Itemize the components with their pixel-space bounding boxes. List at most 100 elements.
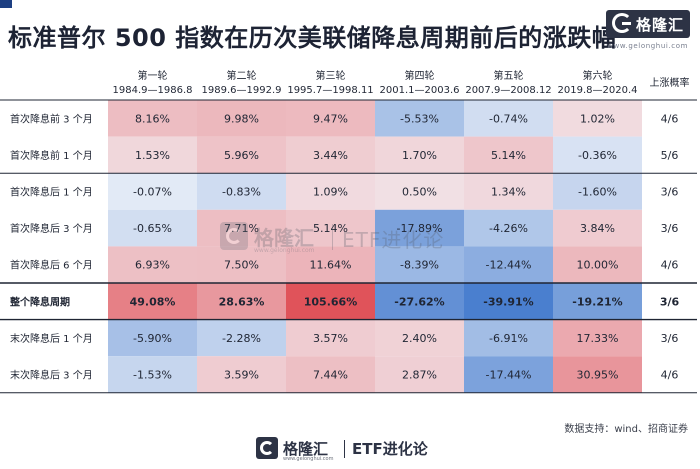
probability-value: 4/6 <box>661 259 679 272</box>
brand-g-icon <box>612 13 632 33</box>
heat-cell <box>286 173 375 210</box>
page-title: 标准普尔 500 指数在历次美联储降息周期前后的涨跌幅 <box>8 24 617 52</box>
cell-value-label: -0.83% <box>222 186 261 199</box>
cell-value-label: 49.08% <box>130 295 176 308</box>
cell-value-label: -4.26% <box>489 222 528 235</box>
cell-value-label: -19.21% <box>572 295 622 308</box>
cell-value-label: 0.50% <box>402 186 437 199</box>
heat-cell <box>553 356 642 393</box>
cell-value-label: 7.44% <box>313 369 348 382</box>
heat-cell <box>464 356 553 393</box>
cell-value-label: 9.47% <box>313 112 348 125</box>
heat-cell <box>375 136 464 174</box>
row-label: 末次降息后 1 个月 <box>10 332 93 345</box>
heat-cell <box>553 136 642 174</box>
heat-cell <box>286 136 375 174</box>
returns-table: 第一轮 1984.9—1986.8 第二轮 1989.6—1992.9 第三轮 1995.… <box>0 69 697 394</box>
heat-cell <box>464 136 553 174</box>
heat-cell <box>375 209 464 247</box>
probability-value: 4/6 <box>661 369 679 382</box>
cell-value-label: -1.53% <box>133 369 172 382</box>
footer-url: www.gelonghui.com <box>283 456 334 462</box>
footer-divider <box>344 440 345 458</box>
cell-value-label: 2.40% <box>402 332 437 345</box>
heat-cell <box>553 283 642 320</box>
brand-g-bar <box>622 22 631 25</box>
heat-cell <box>375 100 464 137</box>
probability-header: 上涨概率 <box>650 76 690 89</box>
cell-value-label: -0.65% <box>133 222 172 235</box>
column-header-name: 第一轮 <box>138 69 168 82</box>
column-header-period: 2001.1—2003.6 <box>380 85 460 96</box>
probability-value: 3/6 <box>661 332 679 345</box>
column-header-name: 第六轮 <box>583 69 613 82</box>
column-header-period: 1984.9—1986.8 <box>113 85 193 96</box>
heat-cell <box>375 356 464 393</box>
heat-cell <box>286 100 375 137</box>
heat-cell <box>108 246 197 283</box>
column-header-name: 第三轮 <box>316 69 346 82</box>
heat-cell <box>553 319 642 357</box>
heat-cell <box>108 209 197 247</box>
header: 标准普尔 500 指数在历次美联储降息周期前后的涨跌幅 格隆汇 www.gelo… <box>0 0 700 60</box>
cell-value-label: 7.50% <box>224 259 259 272</box>
heat-cell <box>197 283 286 320</box>
cell-value-label: 5.14% <box>491 149 526 162</box>
probability-value: 3/6 <box>660 295 680 308</box>
heat-cell <box>108 319 197 357</box>
corner-accent <box>0 0 12 8</box>
heat-cell <box>553 100 642 137</box>
column-header-name: 第五轮 <box>494 69 524 82</box>
heat-cell <box>108 173 197 210</box>
heat-cell <box>464 209 553 247</box>
cell-value-label: 28.63% <box>219 295 265 308</box>
column-header-period: 2019.8—2020.4 <box>558 85 638 96</box>
heat-cell <box>197 209 286 247</box>
cell-value-label: 11.64% <box>310 259 352 272</box>
cell-value-label: -8.39% <box>400 259 439 272</box>
heat-cell <box>197 246 286 283</box>
heat-cell <box>553 173 642 210</box>
heat-cell <box>197 136 286 174</box>
heat-cell <box>286 319 375 357</box>
probability-value: 5/6 <box>661 149 679 162</box>
probability-value: 3/6 <box>661 186 679 199</box>
row-label: 首次降息前 1 个月 <box>10 149 93 162</box>
heat-cell <box>286 209 375 247</box>
heat-cell <box>197 100 286 137</box>
heat-cell <box>197 173 286 210</box>
cell-value-label: -6.91% <box>489 332 528 345</box>
footer-channel: ETF进化论 <box>352 440 428 458</box>
row-label: 首次降息后 6 个月 <box>10 259 93 272</box>
cell-value-label: 1.09% <box>313 186 348 199</box>
heat-cell <box>286 246 375 283</box>
heat-cell <box>464 246 553 283</box>
heat-cell <box>286 283 375 320</box>
cell-value-label: 10.00% <box>577 259 619 272</box>
cell-value-label: -0.07% <box>133 186 172 199</box>
cell-value-label: -27.62% <box>394 295 444 308</box>
footer-name: 格隆汇 <box>283 440 329 458</box>
row-label: 末次降息后 3 个月 <box>10 369 93 382</box>
cell-value-label: -17.89% <box>397 222 443 235</box>
column-header-period: 1989.6—1992.9 <box>202 85 282 96</box>
heat-cell <box>464 100 553 137</box>
heat-cell <box>375 319 464 357</box>
cell-value-label: 1.34% <box>491 186 526 199</box>
cell-value-label: 3.59% <box>224 369 259 382</box>
cell-value-label: 6.93% <box>135 259 170 272</box>
cell-value-label: 3.84% <box>580 222 615 235</box>
cell-value-label: -17.44% <box>486 369 532 382</box>
cell-value-label: 1.53% <box>135 149 170 162</box>
heat-cell <box>108 283 197 320</box>
row-label: 首次降息后 3 个月 <box>10 222 93 235</box>
cell-value-label: 3.57% <box>313 332 348 345</box>
cell-value-label: -5.53% <box>400 112 439 125</box>
column-header-name: 第二轮 <box>227 69 257 82</box>
cell-value-label: 5.14% <box>313 222 348 235</box>
heat-cell <box>286 356 375 393</box>
cell-value-label: 105.66% <box>304 295 357 308</box>
cell-value-label: -2.28% <box>222 332 261 345</box>
cell-value-label: 1.02% <box>580 112 615 125</box>
row-label: 整个降息周期 <box>9 295 70 308</box>
